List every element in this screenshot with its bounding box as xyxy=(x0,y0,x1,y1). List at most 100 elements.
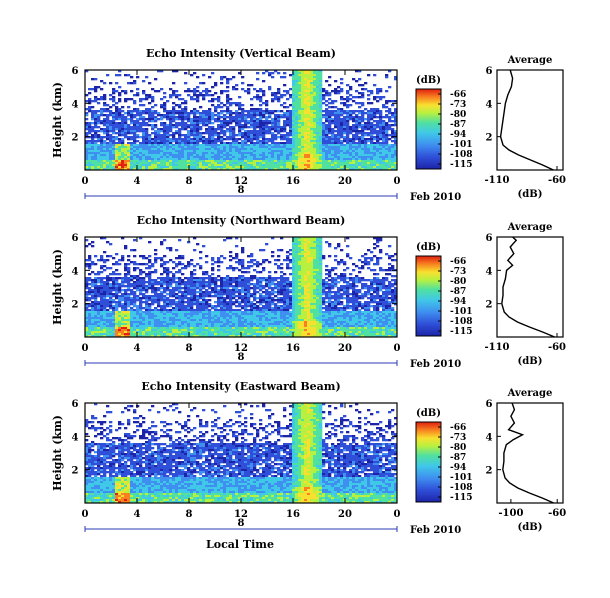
profile-x-tick-label: -60 xyxy=(548,508,566,519)
colorbar-tick-label: -87 xyxy=(450,287,466,297)
x-tick-label: 0 xyxy=(394,509,401,520)
profile-x-tick-label: -100 xyxy=(498,508,523,519)
y-axis-label: Height (km) xyxy=(51,415,64,491)
profile-x-label: (dB) xyxy=(518,356,543,367)
x-tick-label: 0 xyxy=(82,509,89,520)
profile-line xyxy=(502,402,554,504)
x-tick-label: 0 xyxy=(82,343,89,354)
profile-y-tick-label: 2 xyxy=(486,300,493,311)
y-tick-label: 2 xyxy=(72,300,79,311)
profile-line xyxy=(499,69,554,171)
colorbar-tick-label: -66 xyxy=(450,257,466,267)
colorbar-tick-label: -94 xyxy=(450,463,466,473)
x-tick-label: 20 xyxy=(338,176,352,187)
x-tick-label: 12 xyxy=(234,176,248,187)
colorbar-unit: (dB) xyxy=(416,408,441,419)
colorbar-unit: (dB) xyxy=(416,75,441,86)
colorbar-tick-label: -87 xyxy=(450,453,466,463)
date-label: Feb 2010 xyxy=(410,192,461,203)
profile-y-tick-label: 6 xyxy=(486,399,493,410)
colorbar-tick-label: -66 xyxy=(450,423,466,433)
y-tick-label: 2 xyxy=(72,466,79,477)
x-tick-label: 20 xyxy=(338,509,352,520)
heatmap-field xyxy=(85,237,398,338)
profile-title: Average xyxy=(507,222,553,233)
panel-1: Echo Intensity (Vertical Beam) 6 4 2 Height … xyxy=(51,47,566,203)
colorbar-tick-label: -73 xyxy=(450,433,466,443)
panel-title: Echo Intensity (Eastward Beam) xyxy=(141,380,340,393)
x-tick-label: 0 xyxy=(82,176,89,187)
y-tick-label: 4 xyxy=(72,266,79,277)
profile-x-tick-label: -110 xyxy=(484,342,509,353)
x-tick-label: 4 xyxy=(134,176,141,187)
profile-frame xyxy=(496,402,564,504)
colorbar-tick-label: -73 xyxy=(450,100,466,110)
colorbar-tick-label: -108 xyxy=(450,150,473,160)
day-label: 8 xyxy=(238,185,245,196)
profile-y-tick-label: 6 xyxy=(486,66,493,77)
profile-y-tick-label: 4 xyxy=(486,266,493,277)
x-tick-label: 0 xyxy=(394,176,401,187)
profile-y-tick-label: 4 xyxy=(486,432,493,443)
y-tick-label: 6 xyxy=(72,233,79,244)
profile-title: Average xyxy=(507,55,553,66)
colorbar-unit: (dB) xyxy=(416,242,441,253)
colorbar xyxy=(415,421,442,503)
date-label: Feb 2010 xyxy=(410,359,461,370)
x-tick-label: 12 xyxy=(234,509,248,520)
panel-2: Echo Intensity (Northward Beam) 6 4 2 Height… xyxy=(51,214,566,370)
day-label: 8 xyxy=(238,518,245,529)
x-tick-label: 8 xyxy=(186,343,193,354)
colorbar-tick-label: -101 xyxy=(450,307,473,317)
x-tick-label: 16 xyxy=(286,176,300,187)
y-tick-label: 6 xyxy=(72,399,79,410)
colorbar-tick-label: -80 xyxy=(450,277,466,287)
y-axis-label: Height (km) xyxy=(51,82,64,158)
colorbar xyxy=(415,88,442,170)
y-axis-label: Height (km) xyxy=(51,249,64,325)
x-tick-label: 16 xyxy=(286,509,300,520)
x-tick-label: 8 xyxy=(186,176,193,187)
xlabel-local-time: Local Time xyxy=(206,538,274,551)
profile-frame xyxy=(496,236,564,338)
colorbar-tick-label: -80 xyxy=(450,443,466,453)
profile-y-tick-label: 4 xyxy=(486,99,493,110)
panel-title: Echo Intensity (Northward Beam) xyxy=(137,214,346,227)
profile-y-tick-label: 6 xyxy=(486,233,493,244)
colorbar-tick-label: -94 xyxy=(450,297,466,307)
colorbar-tick-label: -94 xyxy=(450,130,466,140)
colorbar-tick-label: -73 xyxy=(450,267,466,277)
profile-x-tick-label: -110 xyxy=(484,175,509,186)
colorbar-tick-label: -108 xyxy=(450,483,473,493)
colorbar-tick-label: -101 xyxy=(450,473,473,483)
colorbar-tick-label: -66 xyxy=(450,90,466,100)
panel-title: Echo Intensity (Vertical Beam) xyxy=(146,47,336,60)
date-label: Feb 2010 xyxy=(410,525,461,536)
profile-x-label: (dB) xyxy=(518,189,543,200)
colorbar-tick-label: -115 xyxy=(450,327,473,337)
x-tick-label: 12 xyxy=(234,343,248,354)
profile-x-tick-label: -60 xyxy=(548,175,566,186)
y-tick-label: 4 xyxy=(72,432,79,443)
colorbar xyxy=(415,255,442,337)
x-tick-label: 4 xyxy=(134,509,141,520)
day-label: 8 xyxy=(238,352,245,363)
x-tick-label: 4 xyxy=(134,343,141,354)
y-tick-label: 4 xyxy=(72,99,79,110)
y-tick-label: 2 xyxy=(72,133,79,144)
colorbar-tick-label: -115 xyxy=(450,493,473,503)
profile-y-tick-label: 2 xyxy=(486,466,493,477)
profile-x-tick-label: -60 xyxy=(548,342,566,353)
heatmap-field xyxy=(85,70,398,171)
profile-frame xyxy=(496,69,564,171)
profile-y-tick-label: 2 xyxy=(486,133,493,144)
colorbar-tick-label: -101 xyxy=(450,140,473,150)
x-tick-label: 0 xyxy=(394,343,401,354)
x-tick-label: 16 xyxy=(286,343,300,354)
colorbar-tick-label: -108 xyxy=(450,317,473,327)
profile-title: Average xyxy=(507,388,553,399)
x-tick-label: 20 xyxy=(338,343,352,354)
x-tick-label: 8 xyxy=(186,509,193,520)
profile-x-label: (dB) xyxy=(518,522,543,533)
